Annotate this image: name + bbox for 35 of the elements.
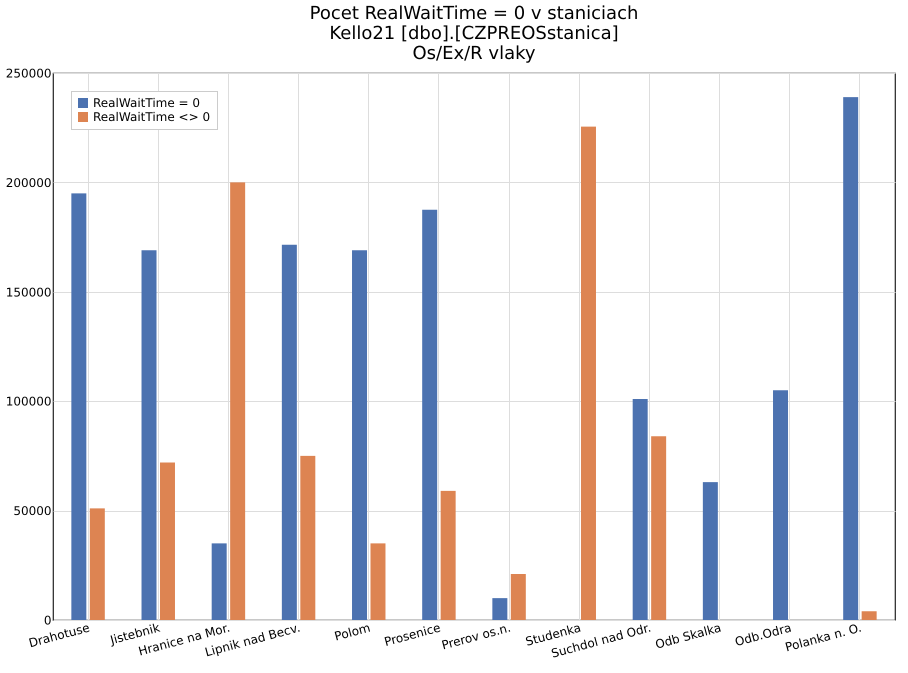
bar	[843, 97, 858, 620]
x-tick-label: Odb Skalka	[654, 620, 723, 652]
bar	[370, 543, 386, 620]
bar	[212, 543, 227, 620]
legend-label: RealWaitTime = 0	[93, 96, 200, 110]
bar	[773, 390, 788, 620]
bar	[142, 250, 157, 620]
text: Pocet RealWaitTime = 0 v staniciach	[310, 3, 638, 24]
bar	[492, 598, 508, 620]
y-tick-label: 150000	[6, 285, 52, 300]
bar	[702, 482, 718, 620]
bar	[632, 399, 648, 620]
bar	[352, 250, 368, 620]
text: Os/Ex/R vlaky	[412, 43, 536, 64]
bar	[71, 193, 86, 620]
text: Kello21 [dbo].[CZPREOSstanica]	[329, 23, 619, 44]
bar	[440, 490, 456, 620]
y-tick-label: 200000	[6, 176, 52, 190]
x-tick-label: Polom	[332, 620, 372, 644]
bar	[862, 611, 877, 620]
y-tick-label: 0	[44, 614, 52, 628]
bar	[510, 574, 526, 620]
bar	[90, 508, 105, 620]
bar	[651, 436, 666, 620]
bar	[160, 462, 175, 620]
bar	[422, 210, 438, 620]
bar	[300, 456, 316, 620]
x-tick-label: Prerov os.n.	[440, 620, 512, 652]
bar	[230, 182, 246, 620]
bar	[580, 126, 596, 620]
y-tick-label: 50000	[13, 504, 52, 518]
bar	[282, 244, 297, 620]
y-tick-label: 250000	[6, 66, 52, 80]
y-tick-label: 100000	[6, 394, 52, 409]
legend-label: RealWaitTime <> 0	[93, 110, 210, 124]
